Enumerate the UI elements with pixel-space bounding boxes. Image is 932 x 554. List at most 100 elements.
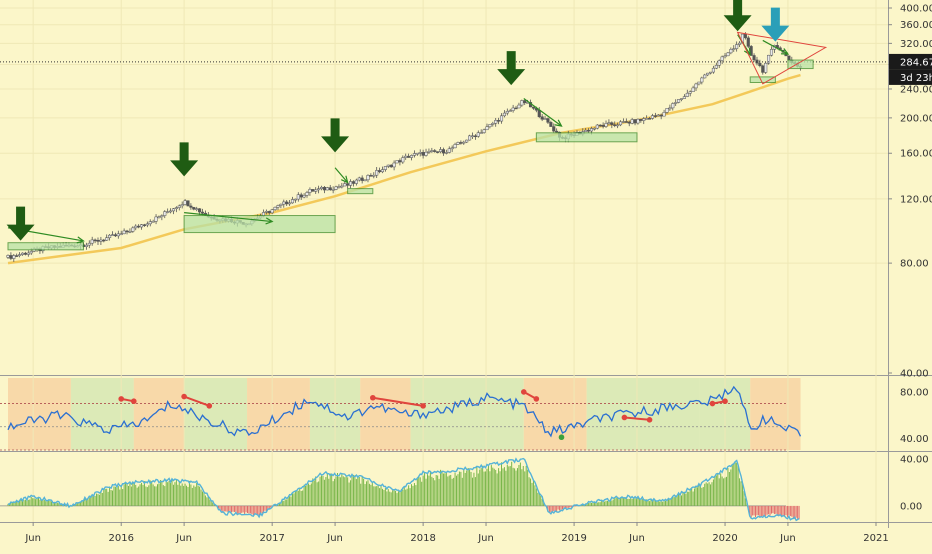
candle-body	[18, 254, 22, 256]
candle-body	[735, 44, 739, 49]
candle-body	[656, 114, 660, 117]
candle-body	[543, 118, 547, 120]
macd-pane	[0, 457, 800, 522]
candle-body	[648, 118, 652, 120]
candle-body	[189, 205, 193, 208]
trend-arrowhead	[341, 175, 349, 184]
candle-body	[711, 67, 715, 73]
rsi-zone	[750, 378, 801, 450]
candle-body	[293, 198, 297, 201]
rsi-zone	[360, 378, 411, 450]
triangle-pattern	[736, 31, 828, 85]
trend-arrowhead	[743, 47, 751, 56]
time-tick-label: 2016	[108, 533, 133, 544]
candle-body	[351, 181, 356, 184]
candle-body	[119, 233, 123, 236]
candle-body	[96, 239, 100, 242]
candle-body	[650, 115, 655, 119]
trend-line	[334, 167, 349, 183]
candle-body	[363, 179, 367, 182]
candle-body	[470, 135, 475, 138]
trend-arrowhead	[780, 48, 790, 55]
candle-body	[743, 33, 747, 39]
rsi-bullish-point	[558, 434, 565, 441]
candle-body	[517, 104, 521, 109]
candle-body	[430, 150, 434, 152]
rsi-divergence-line	[624, 416, 650, 421]
candle-body	[148, 221, 152, 225]
candle-body	[166, 211, 170, 213]
candle-body	[386, 164, 390, 167]
candle-body	[688, 91, 692, 94]
candle-body	[674, 102, 678, 104]
candle-body	[427, 151, 431, 153]
candle-body	[723, 55, 727, 58]
rsi-axis: 80.00 40.00	[900, 387, 929, 444]
time-axis[interactable]: Jun 2016 Jun 2017 Jun 2018 Jun 2019 Jun 2020 Jun 20…	[24, 522, 889, 544]
candle-body	[627, 121, 631, 124]
candle-body	[473, 135, 477, 138]
candle-body	[424, 151, 428, 156]
candle-body	[505, 111, 509, 114]
moving-average-line	[7, 73, 801, 265]
time-tick-label: 2017	[259, 533, 284, 544]
candle-body	[697, 81, 701, 85]
candle-body	[105, 237, 109, 241]
macd-line	[7, 457, 800, 522]
candle-body	[110, 234, 115, 236]
rsi-tick-label: 80.00	[900, 387, 929, 398]
price-tick-label: 40.00	[900, 369, 929, 380]
rsi-divergence-point	[370, 394, 376, 401]
time-tick-label: Jun	[24, 533, 41, 544]
candle-body	[767, 54, 771, 64]
candle-body	[6, 255, 10, 258]
candle-body	[523, 100, 527, 104]
candle-body	[613, 124, 617, 126]
candle-body	[29, 251, 33, 254]
candle-body	[682, 96, 686, 99]
candle-body	[99, 239, 103, 242]
candle-body	[319, 186, 324, 189]
rsi-zone	[184, 378, 248, 450]
candle-body	[192, 207, 196, 210]
candle-body	[761, 65, 765, 73]
rsi-divergence-point	[722, 398, 728, 405]
candle-body	[357, 177, 361, 181]
candle-body	[169, 210, 173, 213]
candle-body	[154, 216, 158, 222]
rsi-divergence-point	[206, 403, 213, 409]
candle-body	[343, 183, 347, 187]
support-box	[787, 59, 814, 70]
candle-body	[691, 87, 695, 92]
rsi-tick-label: 40.00	[900, 434, 929, 445]
time-tick-label: 2021	[863, 533, 888, 544]
candle-body	[639, 118, 643, 121]
candle-body	[549, 122, 553, 127]
candle-body	[369, 175, 373, 177]
support-box	[7, 242, 84, 251]
candle-body	[296, 194, 300, 200]
candle-body	[84, 244, 88, 247]
candle-body	[511, 107, 515, 111]
candle-body	[93, 239, 97, 242]
price-tick-label: 240.00	[900, 84, 932, 95]
candle-body	[372, 174, 376, 177]
candle-body	[198, 208, 202, 213]
macd-tick-label: 40.00	[900, 454, 929, 465]
candle-body	[485, 126, 489, 131]
candle-body	[717, 60, 721, 66]
candle-body	[764, 62, 768, 73]
rsi-divergence-point	[646, 417, 653, 423]
candle-body	[366, 175, 370, 181]
candle-body	[531, 106, 535, 109]
candle-body	[360, 177, 364, 181]
candle-body	[433, 150, 437, 152]
down-arrow-icon	[170, 142, 199, 177]
candle-body	[311, 189, 315, 192]
candle-body	[183, 200, 187, 205]
price-tick-label: 160.00	[900, 149, 932, 160]
candle-body	[401, 157, 405, 163]
candle-body	[264, 211, 268, 213]
candle-body	[732, 48, 736, 50]
